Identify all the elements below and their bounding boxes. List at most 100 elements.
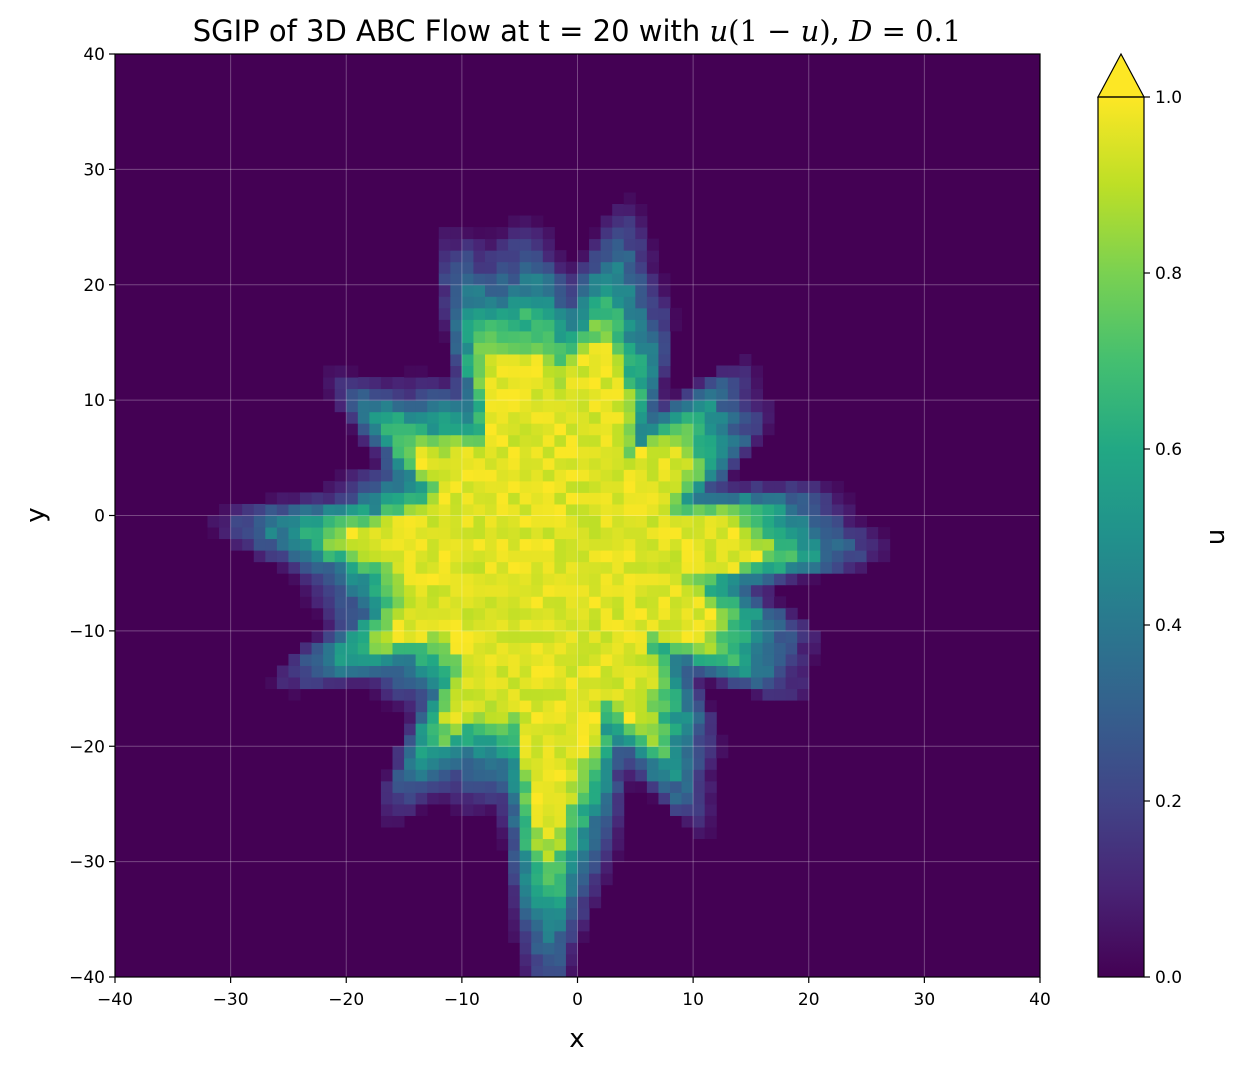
heatmap-cell [450, 238, 463, 251]
heatmap-cell [404, 423, 417, 436]
heatmap-cell [392, 792, 405, 805]
heatmap-cell [577, 273, 590, 286]
heatmap-cell [727, 630, 740, 643]
heatmap-cell [600, 411, 613, 424]
heatmap-cell [577, 769, 590, 782]
heatmap-cell [461, 550, 474, 563]
heatmap-cell [334, 469, 347, 482]
heatmap-cell [774, 642, 787, 655]
heatmap-cell [334, 607, 347, 620]
y-tick-label: 20 [83, 276, 105, 296]
heatmap-cell [646, 596, 659, 609]
heatmap-cell [531, 815, 544, 828]
heatmap-cell [554, 330, 567, 343]
heatmap-cell [704, 515, 717, 528]
heatmap-cell [519, 757, 532, 770]
heatmap-cell [808, 642, 821, 655]
heatmap-cell [369, 480, 382, 493]
heatmap-cell [311, 665, 324, 678]
heatmap-cell [334, 619, 347, 632]
heatmap-cell [542, 388, 555, 401]
heatmap-cell [589, 365, 602, 378]
heatmap-cell [750, 677, 763, 690]
heatmap-cell [415, 792, 428, 805]
heatmap-cell [485, 307, 498, 320]
heatmap-cell [265, 503, 278, 516]
heatmap-cell [392, 642, 405, 655]
heatmap-cell [519, 965, 532, 977]
heatmap-cell [565, 411, 578, 424]
heatmap-cell [508, 423, 521, 436]
heatmap-cell [831, 480, 844, 493]
heatmap-cell [450, 423, 463, 436]
heatmap-cell [542, 907, 555, 920]
heatmap-cell [670, 538, 683, 551]
heatmap-cell [589, 711, 602, 724]
heatmap-cell [646, 238, 659, 251]
heatmap-cell [554, 365, 567, 378]
heatmap-cell [670, 584, 683, 597]
heatmap-cell [519, 873, 532, 886]
heatmap-cell [311, 550, 324, 563]
heatmap-cell [554, 319, 567, 332]
heatmap-cell [565, 780, 578, 793]
heatmap-cell [508, 573, 521, 586]
heatmap-cell [415, 377, 428, 390]
heatmap-cell [542, 261, 555, 274]
heatmap-cell [785, 480, 798, 493]
heatmap-cell [438, 538, 451, 551]
heatmap-cell [276, 665, 289, 678]
heatmap-cell [693, 411, 706, 424]
heatmap-cell [427, 434, 440, 447]
heatmap-cell [369, 596, 382, 609]
heatmap-cell [542, 630, 555, 643]
heatmap-cell [774, 550, 787, 563]
heatmap-cell [693, 665, 706, 678]
heatmap-cell [357, 400, 370, 413]
heatmap-cell [635, 734, 648, 747]
heatmap-cell [531, 953, 544, 966]
heatmap [115, 54, 1040, 977]
heatmap-cell [496, 527, 509, 540]
heatmap-cell [542, 711, 555, 724]
heatmap-cell [820, 492, 833, 505]
heatmap-cell [427, 538, 440, 551]
heatmap-cell [369, 388, 382, 401]
heatmap-cell [554, 734, 567, 747]
heatmap-cell [785, 561, 798, 574]
heatmap-cell [404, 573, 417, 586]
heatmap-cell [565, 746, 578, 759]
heatmap-cell [612, 561, 625, 574]
heatmap-cell [577, 596, 590, 609]
heatmap-cell [727, 446, 740, 459]
heatmap-cell [380, 457, 393, 470]
heatmap-cell [542, 238, 555, 251]
heatmap-cell [646, 573, 659, 586]
heatmap-cell [623, 365, 636, 378]
heatmap-cell [727, 573, 740, 586]
heatmap-cell [554, 503, 567, 516]
heatmap-cell [323, 480, 336, 493]
heatmap-cell [404, 584, 417, 597]
heatmap-cell [681, 434, 694, 447]
heatmap-cell [762, 688, 775, 701]
heatmap-cell [646, 388, 659, 401]
heatmap-cell [508, 307, 521, 320]
heatmap-cell [716, 446, 729, 459]
heatmap-cell [404, 538, 417, 551]
heatmap-cell [531, 527, 544, 540]
heatmap-cell [577, 630, 590, 643]
heatmap-cell [600, 838, 613, 851]
heatmap-cell [600, 250, 613, 263]
heatmap-cell [427, 469, 440, 482]
heatmap-cell [531, 942, 544, 955]
heatmap-cell [612, 330, 625, 343]
heatmap-cell [415, 411, 428, 424]
heatmap-cell [380, 803, 393, 816]
heatmap-cell [519, 838, 532, 851]
heatmap-cell [369, 561, 382, 574]
heatmap-cell [473, 457, 486, 470]
heatmap-cell [438, 584, 451, 597]
x-tick-label: −40 [97, 990, 133, 1010]
heatmap-cell [600, 330, 613, 343]
